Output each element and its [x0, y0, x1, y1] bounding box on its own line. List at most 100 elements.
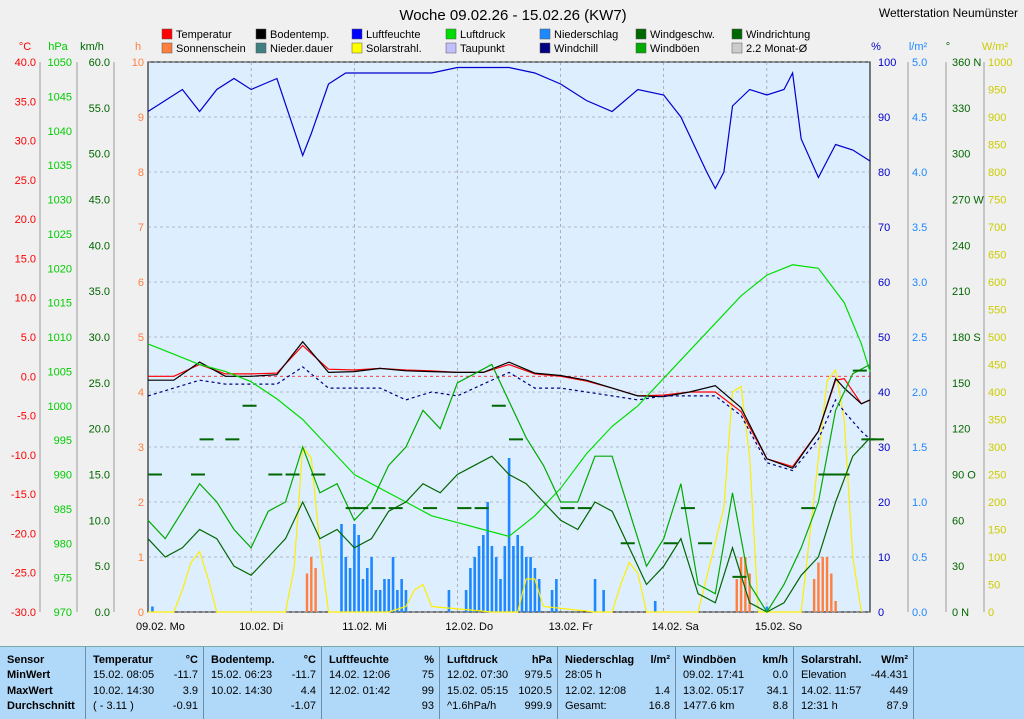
hours-tick: 1 — [138, 552, 144, 564]
stats-col-unit: % — [424, 654, 434, 666]
precip-bar — [404, 590, 408, 612]
precip-tick: 0.0 — [912, 607, 927, 619]
precip-bar — [555, 579, 558, 612]
wind-direction-point — [388, 507, 403, 510]
direction-tick: 150 — [952, 378, 970, 390]
solar-tick: 800 — [988, 167, 1006, 179]
legend-swatch — [635, 42, 647, 54]
temp-tick: 30.0 — [15, 136, 36, 148]
wind-direction-point — [190, 473, 205, 476]
wind-direction-points — [148, 369, 884, 578]
wind-direction-point — [491, 404, 506, 407]
station-name: Wetterstation Neumünster — [879, 6, 1018, 20]
precip-bar — [499, 579, 502, 612]
legend: Temperatur Bodentemp. Luftfeuchte Luftdruck… — [161, 28, 810, 55]
solar-tick: 400 — [988, 387, 1006, 399]
precip-bar — [529, 557, 532, 612]
stats-col-name: Luftdruck — [447, 654, 498, 666]
stats-cell-label: 15.02. 06:23 — [211, 669, 273, 681]
humidity-tick: 0 — [878, 607, 884, 619]
day-label: 10.02. Di — [239, 621, 283, 633]
wind-direction-point — [827, 473, 842, 476]
precip-tick: 1.5 — [912, 442, 927, 454]
legend-swatch — [445, 42, 457, 54]
solar-tick: 200 — [988, 497, 1006, 509]
wind-direction-point — [818, 473, 833, 476]
precip-bar — [537, 579, 541, 612]
stats-cell-label: 10.02. 14:30 — [93, 684, 155, 697]
humidity-tick: 20 — [878, 497, 890, 509]
temp-tick: -30.0 — [11, 607, 36, 619]
chart-title: Woche 09.02.26 - 15.02.26 (KW7) — [399, 7, 626, 24]
temp-tick: 0.0 — [21, 371, 36, 383]
day-label: 13.02. Fr — [549, 621, 593, 633]
precip-bar — [374, 590, 378, 612]
sunshine-bar — [310, 557, 313, 612]
pressure-tick: 1040 — [48, 126, 72, 138]
direction-tick: 90 O — [952, 470, 976, 482]
wind-direction-point — [285, 473, 300, 476]
stats-cell-value: 87.9 — [886, 700, 908, 712]
wind-axis-unit: km/h — [80, 41, 104, 53]
wind-tick: 40.0 — [89, 240, 110, 252]
legend-label: Nieder.dauer — [270, 43, 333, 55]
stats-cell-value: 34.1 — [766, 684, 788, 697]
direction-tick: 360 N — [952, 57, 981, 69]
stats-cell-label: 09.02. 17:41 — [683, 669, 745, 681]
solar-tick: 750 — [988, 195, 1006, 207]
precip-bar — [512, 546, 515, 612]
sunshine-bar — [821, 557, 824, 612]
legend-label: Windrichtung — [746, 29, 810, 41]
direction-tick: 330 — [952, 103, 970, 115]
precip-bar — [486, 502, 489, 612]
precip-bar — [464, 590, 468, 612]
stats-cell-value: -11.7 — [291, 669, 316, 681]
stats-cell-label: Elevation — [801, 669, 847, 681]
legend-label: Solarstrahl. — [366, 43, 422, 55]
bar-series — [151, 458, 837, 612]
day-label: 11.02. Mi — [342, 621, 386, 633]
legend-label: Taupunkt — [460, 43, 505, 55]
pressure-tick: 990 — [54, 470, 72, 482]
solar-tick: 700 — [988, 222, 1006, 234]
precip-tick: 4.5 — [912, 112, 927, 124]
solar-axis-unit: W/m² — [982, 41, 1009, 53]
stats-cell-label: 28:05 h — [565, 669, 602, 681]
pressure-tick: 1000 — [48, 401, 72, 413]
direction-tick: 240 — [952, 240, 970, 252]
humidity-axis-unit: % — [871, 41, 881, 53]
hours-tick: 7 — [138, 222, 144, 234]
series-wind-line — [147, 437, 871, 613]
stats-cell-value: 8.8 — [772, 700, 788, 712]
precip-bar — [447, 590, 451, 612]
day-label: 12.02. Do — [445, 621, 493, 633]
pressure-tick: 1050 — [48, 57, 72, 69]
stats-cell-label: 14.02. 12:06 — [329, 669, 391, 681]
stats-cell-value: 99 — [421, 684, 434, 697]
precip-tick: 5.0 — [912, 57, 927, 69]
humidity-tick: 40 — [878, 387, 890, 399]
sunshine-bar — [748, 573, 751, 612]
legend-swatch — [445, 28, 457, 40]
temp-tick: 20.0 — [15, 214, 36, 226]
stats-cell-label: 15.02. 08:05 — [93, 669, 155, 681]
day-label: 09.02. Mo — [136, 621, 185, 633]
temp-tick: -10.0 — [11, 450, 36, 462]
solar-tick: 300 — [988, 442, 1006, 454]
sunshine-bar — [314, 568, 317, 612]
stats-col-name: Windböen — [683, 654, 737, 666]
precip-bar — [520, 546, 524, 612]
wind-direction-point — [225, 438, 240, 441]
stats-col-name: Luftfeuchte — [329, 654, 389, 666]
wind-direction-point — [345, 507, 360, 510]
legend-swatch — [255, 42, 267, 54]
wind-tick: 15.0 — [89, 470, 110, 482]
stats-cell-value: 449 — [889, 684, 908, 697]
pressure-tick: 1035 — [48, 160, 72, 172]
temp-tick: -25.0 — [11, 568, 36, 580]
legend-swatch — [161, 28, 173, 40]
legend-label: Niederschlag — [554, 29, 618, 41]
solar-tick: 950 — [988, 85, 1006, 97]
wind-tick: 25.0 — [89, 378, 110, 390]
wind-direction-point — [560, 507, 575, 510]
